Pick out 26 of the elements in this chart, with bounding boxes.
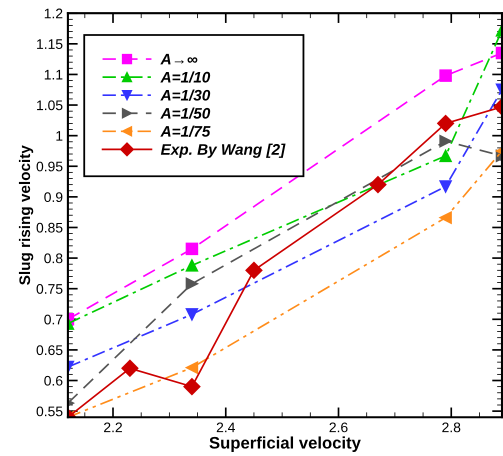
y-tick-label: 0.8 [44, 253, 62, 264]
y-axis-title: Slug rising velocity [18, 145, 34, 285]
x-axis-title: Superficial velocity [209, 436, 361, 452]
y-tick-label: 0.6 [44, 376, 62, 386]
legend-label: A=1/30 [160, 89, 210, 101]
y-tick-label: 1.2 [44, 8, 62, 18]
y-tick-label: 0.55 [36, 406, 62, 416]
y-tick-label: 1 [56, 131, 62, 141]
y-tick-label: 0.9 [44, 192, 62, 202]
y-tick-label: 0.65 [36, 345, 62, 356]
legend-label: A→∞ [160, 54, 198, 64]
x-tick-label: 2.2 [104, 422, 122, 432]
x-tick-label: 2.4 [216, 422, 236, 432]
y-tick-label: 0.85 [36, 222, 62, 233]
x-tick-label: 2.6 [330, 422, 348, 432]
legend-label: A=1/10 [160, 71, 210, 83]
y-tick-label: 1.15 [37, 39, 62, 49]
y-tick-label: 0.75 [36, 284, 62, 294]
legend-label: Exp. By Wang [2] [160, 144, 286, 158]
y-tick-label: 0.95 [36, 162, 62, 172]
x-tick-label: 2.8 [442, 422, 460, 432]
y-tick-label: 1.1 [44, 70, 62, 80]
y-tick-label: 1.05 [37, 100, 62, 110]
legend-label: A=1/75 [160, 126, 210, 137]
y-tick-label: 0.7 [44, 314, 62, 324]
legend-label: A=1/50 [160, 108, 210, 119]
